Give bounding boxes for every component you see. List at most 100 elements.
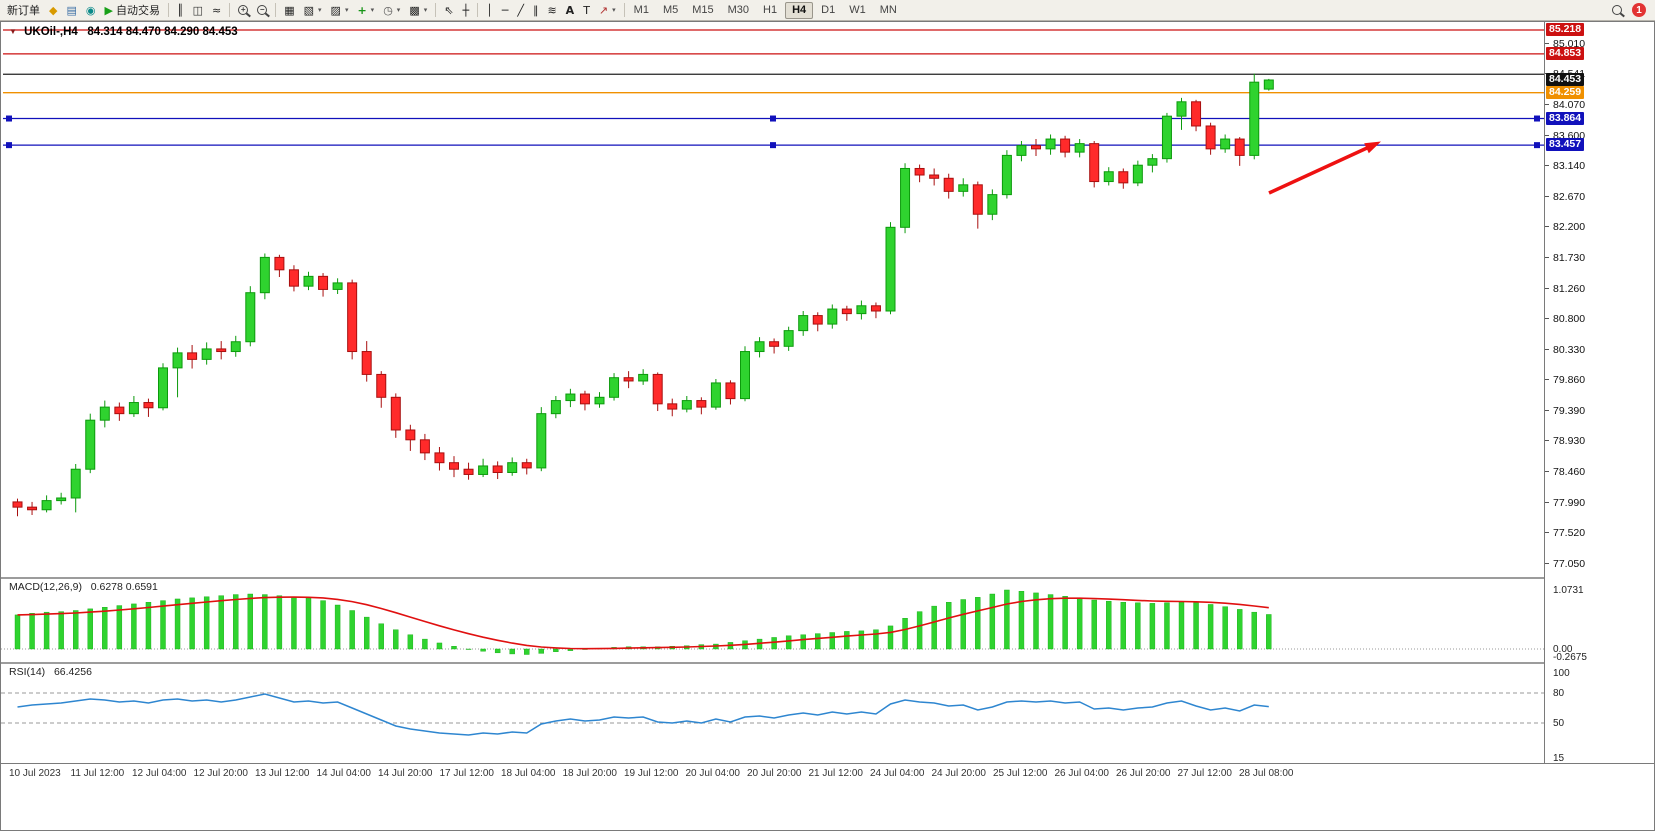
zoom-in-button[interactable]: +	[234, 1, 252, 19]
bar-chart-button[interactable]: ║	[173, 1, 188, 19]
timeframe-h4[interactable]: H4	[785, 1, 814, 19]
crosshair-button[interactable]: ┼	[458, 1, 473, 19]
time-label: 21 Jul 12:00	[808, 768, 864, 779]
chevron-down-icon: ▾	[344, 7, 349, 14]
macd-axis-label: 0.00	[1553, 644, 1573, 655]
metaquotes-button[interactable]: ◉	[82, 1, 100, 19]
notification-badge[interactable]: 1	[1632, 3, 1646, 17]
vline-icon: │	[486, 3, 493, 17]
price-tick: 77.520	[1553, 527, 1586, 540]
line-handle[interactable]	[1534, 115, 1540, 122]
timeframe-m15[interactable]: M15	[692, 3, 714, 16]
price-tick-mark	[1545, 164, 1549, 166]
trend-arrow-head-icon[interactable]	[1364, 141, 1381, 154]
price-tick: 83.140	[1553, 159, 1586, 172]
market-watch-button[interactable]: ▤	[62, 1, 80, 19]
new-order-button[interactable]: 新订单	[3, 1, 44, 19]
price-tick: 81.730	[1553, 252, 1586, 265]
timeframe-mn[interactable]: MN	[879, 3, 897, 16]
toolbar-separator	[435, 3, 437, 17]
time-axis[interactable]: 10 Jul 2023 11 Jul 12:00 12 Jul 04:00 12 Ju…	[1, 763, 1654, 783]
zoom-out-button[interactable]: −	[253, 1, 271, 19]
timeframe-w1[interactable]: W1	[849, 3, 866, 16]
cascade-icon: ▧	[303, 3, 315, 17]
timeframe-d1[interactable]: D1	[821, 3, 836, 16]
bar-chart-icon: ║	[176, 3, 184, 17]
price-tick-mark	[1545, 532, 1549, 534]
line-handle[interactable]	[770, 142, 776, 149]
price-tick: 82.670	[1553, 190, 1586, 203]
rsi-axis-label: 100	[1553, 668, 1570, 679]
text-icon: A	[565, 3, 575, 17]
chevron-down-icon: ▾	[612, 7, 616, 14]
main-toolbar: 新订单 ◆ ▤ ◉ ▶ 自动交易 ║ ◫ ≈ + − ▦ ▧ ▾ ▨ ▾ + ▾ ◷ ▾ ▩ ▾ ⇖ ┼ │ ─ ╱ ∥ ≋ A T ↗ ▾ M…	[0, 0, 1655, 21]
chart-window: ▼ UKOil-,H4 84.314 84.470 84.290 84.453 …	[0, 21, 1655, 831]
time-label: 26 Jul 20:00	[1116, 768, 1171, 779]
arrange-windows-button[interactable]: ▨ ▾	[327, 1, 353, 19]
price-tick-mark	[1545, 379, 1549, 381]
cascade-windows-button[interactable]: ▧ ▾	[300, 1, 326, 19]
time-label: 26 Jul 04:00	[1054, 768, 1110, 779]
line-handle[interactable]	[6, 115, 12, 122]
rsi-panel[interactable]	[1, 664, 1544, 761]
text-button[interactable]: A	[562, 1, 579, 19]
time-label: 19 Jul 12:00	[624, 768, 679, 779]
toolbar-separator	[623, 3, 625, 17]
price-tick-mark	[1545, 104, 1549, 106]
line-handle[interactable]	[770, 115, 776, 122]
time-label: 14 Jul 04:00	[316, 768, 372, 779]
price-tick: 85.010	[1553, 37, 1586, 50]
price-tag-84.453: 84.453	[1546, 73, 1585, 87]
line-handle[interactable]	[6, 142, 12, 149]
channel-icon: ∥	[532, 3, 539, 17]
auto-trading-button[interactable]: ▶ 自动交易	[100, 1, 163, 19]
macd-panel[interactable]	[1, 579, 1544, 662]
cursor-icon: ⇖	[444, 3, 454, 17]
arrows-button[interactable]: ↗ ▾	[595, 1, 620, 19]
chart-context-icon[interactable]: ▼	[9, 27, 17, 36]
trendline-button[interactable]: ╱	[513, 1, 528, 19]
candlestick-button[interactable]: ◫	[189, 1, 207, 19]
chevron-down-icon: ▾	[396, 7, 401, 14]
charts-icon-button[interactable]: ◆	[45, 1, 61, 19]
trend-arrow-annotation[interactable]	[1268, 146, 1368, 195]
main-chart-canvas[interactable]	[1, 22, 1544, 577]
time-label: 12 Jul 04:00	[132, 768, 187, 779]
timeframe-m30[interactable]: M30	[727, 3, 750, 16]
line-chart-button[interactable]: ≈	[208, 1, 225, 19]
price-tag-85.218: 85.218	[1546, 23, 1585, 36]
price-tick-mark	[1545, 317, 1549, 319]
zoom-in-icon: +	[238, 5, 249, 15]
price-tag-84.853: 84.853	[1546, 46, 1585, 60]
tile-windows-button[interactable]: ▦	[280, 1, 298, 19]
line-chart-icon: ≈	[211, 3, 222, 17]
line-handle[interactable]	[1534, 142, 1540, 149]
vertical-line-button[interactable]: │	[482, 1, 497, 19]
price-tick: 82.200	[1553, 221, 1586, 234]
timeframe-h1[interactable]: H1	[763, 3, 778, 16]
label-button[interactable]: T	[579, 1, 594, 19]
horizontal-line-button[interactable]: ─	[498, 1, 513, 19]
panel-splitter[interactable]	[1, 577, 1654, 579]
price-tick-mark	[1545, 440, 1549, 442]
channel-button[interactable]: ∥	[529, 1, 543, 19]
price-tick-mark	[1545, 257, 1549, 259]
candles	[12, 73, 1274, 517]
chevron-down-icon: ▾	[318, 7, 322, 14]
indicators-button[interactable]: + ▾	[353, 1, 378, 19]
timeframe-m1[interactable]: M1	[633, 3, 649, 16]
cursor-button[interactable]: ⇖	[440, 1, 457, 19]
toolbar-buttons: 新订单 ◆ ▤ ◉ ▶ 自动交易 ║ ◫ ≈ + − ▦ ▧ ▾ ▨ ▾ + ▾ ◷ ▾ ▩ ▾ ⇖ ┼ │ ─ ╱ ∥ ≋ A T ↗ ▾	[3, 1, 628, 19]
fibonacci-button[interactable]: ≋	[543, 1, 560, 19]
timeframe-m5[interactable]: M5	[662, 3, 679, 16]
candlestick-icon: ◫	[192, 3, 203, 17]
rsi-indicator-label: RSI(14) 66.4256	[9, 666, 92, 678]
price-tick-mark	[1545, 134, 1549, 136]
search-icon[interactable]	[1612, 5, 1622, 15]
templates-button[interactable]: ▩ ▾	[405, 1, 431, 19]
time-label: 24 Jul 04:00	[870, 768, 925, 779]
price-axis[interactable]: 85.01084.54184.07083.60083.14082.67082.2…	[1544, 22, 1654, 764]
time-label: 27 Jul 12:00	[1177, 768, 1233, 779]
panel-splitter[interactable]	[1, 662, 1654, 664]
periods-button[interactable]: ◷ ▾	[379, 1, 404, 19]
